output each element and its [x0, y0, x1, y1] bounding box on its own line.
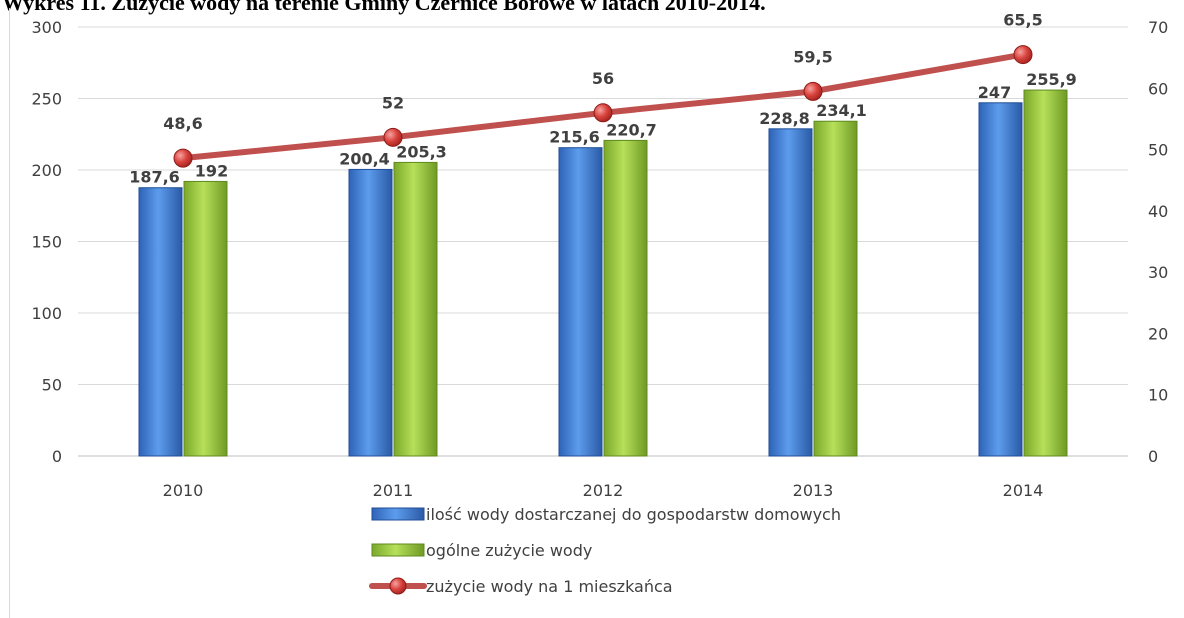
data-label-line: 65,5: [1003, 11, 1042, 30]
y-left-tick-label: 0: [52, 447, 62, 466]
bar-green: [183, 180, 228, 457]
y-right-tick-label: 20: [1148, 324, 1168, 343]
y-right-tick-label: 30: [1148, 263, 1168, 282]
x-axis: 2010 2011 2012 2013 2014: [78, 455, 1128, 500]
data-label-line: 56: [592, 69, 614, 88]
x-tick-label: 2012: [583, 481, 624, 500]
y-axis-left: 0 50 100 150 200 250 300: [31, 18, 62, 466]
data-labels: 187,6 192 200,4 205,3 215,6 220,7 228,8 234,1 24…: [129, 11, 1077, 187]
data-label-green: 234,1: [816, 101, 867, 120]
y-left-tick-label: 50: [42, 376, 62, 395]
x-tick-label: 2011: [373, 481, 414, 500]
y-right-tick-label: 70: [1148, 18, 1168, 37]
chart-frame: [9, 8, 1184, 618]
line-point: [383, 127, 403, 147]
legend-swatch-blue: [371, 507, 425, 521]
y-right-tick-label: 60: [1148, 79, 1168, 98]
data-label-line: 52: [382, 93, 404, 112]
line-series: [173, 45, 1033, 168]
y-right-tick-label: 50: [1148, 141, 1168, 160]
y-left-tick-label: 200: [31, 161, 62, 180]
data-label-blue: 247: [978, 83, 1011, 102]
data-label-green: 192: [195, 161, 228, 180]
data-label-green: 255,9: [1026, 70, 1077, 89]
y-left-tick-label: 100: [31, 304, 62, 323]
data-label-blue: 200,4: [339, 149, 390, 168]
legend: ilość wody dostarczanej do gospodarstw d…: [369, 505, 841, 596]
data-label-line: 48,6: [163, 114, 202, 133]
chart-title: Wykres 11. Zużycie wody na terenie Gminy…: [2, 0, 766, 15]
data-label-green: 220,7: [606, 120, 657, 139]
bar-green: [393, 161, 438, 457]
x-tick-label: 2010: [163, 481, 204, 500]
bar-blue: [768, 128, 813, 457]
x-tick-label: 2013: [793, 481, 834, 500]
bar-blue: [558, 147, 603, 457]
bar-green: [603, 139, 648, 457]
legend-swatch-marker: [389, 577, 407, 595]
legend-swatch-green: [371, 543, 425, 557]
data-label-blue: 228,8: [759, 109, 810, 128]
bar-green: [813, 120, 858, 457]
line-point: [1013, 45, 1033, 65]
y-left-tick-label: 250: [31, 90, 62, 109]
legend-entry-label: ogólne zużycie wody: [426, 541, 592, 560]
bar-green: [1023, 89, 1068, 457]
data-label-line: 59,5: [793, 47, 832, 66]
y-left-tick-label: 150: [31, 233, 62, 252]
bar-blue: [138, 187, 183, 457]
data-label-green: 205,3: [396, 142, 447, 161]
bar-series: [138, 89, 1068, 457]
legend-entry-label: zużycie wody na 1 mieszkańca: [426, 577, 673, 596]
line-point: [803, 81, 823, 101]
data-label-blue: 187,6: [129, 168, 180, 187]
line-point: [593, 103, 613, 123]
y-left-tick-label: 300: [31, 18, 62, 37]
y-right-tick-label: 10: [1148, 386, 1168, 405]
bar-blue: [348, 168, 393, 457]
line-point: [173, 148, 193, 168]
bar-blue: [978, 102, 1023, 457]
y-axis-right: 0 10 20 30 40 50 60 70: [1148, 18, 1168, 466]
y-right-tick-label: 0: [1148, 447, 1158, 466]
gridlines: [78, 26, 1128, 385]
legend-entry-label: ilość wody dostarczanej do gospodarstw d…: [426, 505, 841, 524]
y-right-tick-label: 40: [1148, 202, 1168, 221]
data-label-blue: 215,6: [549, 128, 600, 147]
x-tick-label: 2014: [1003, 481, 1044, 500]
